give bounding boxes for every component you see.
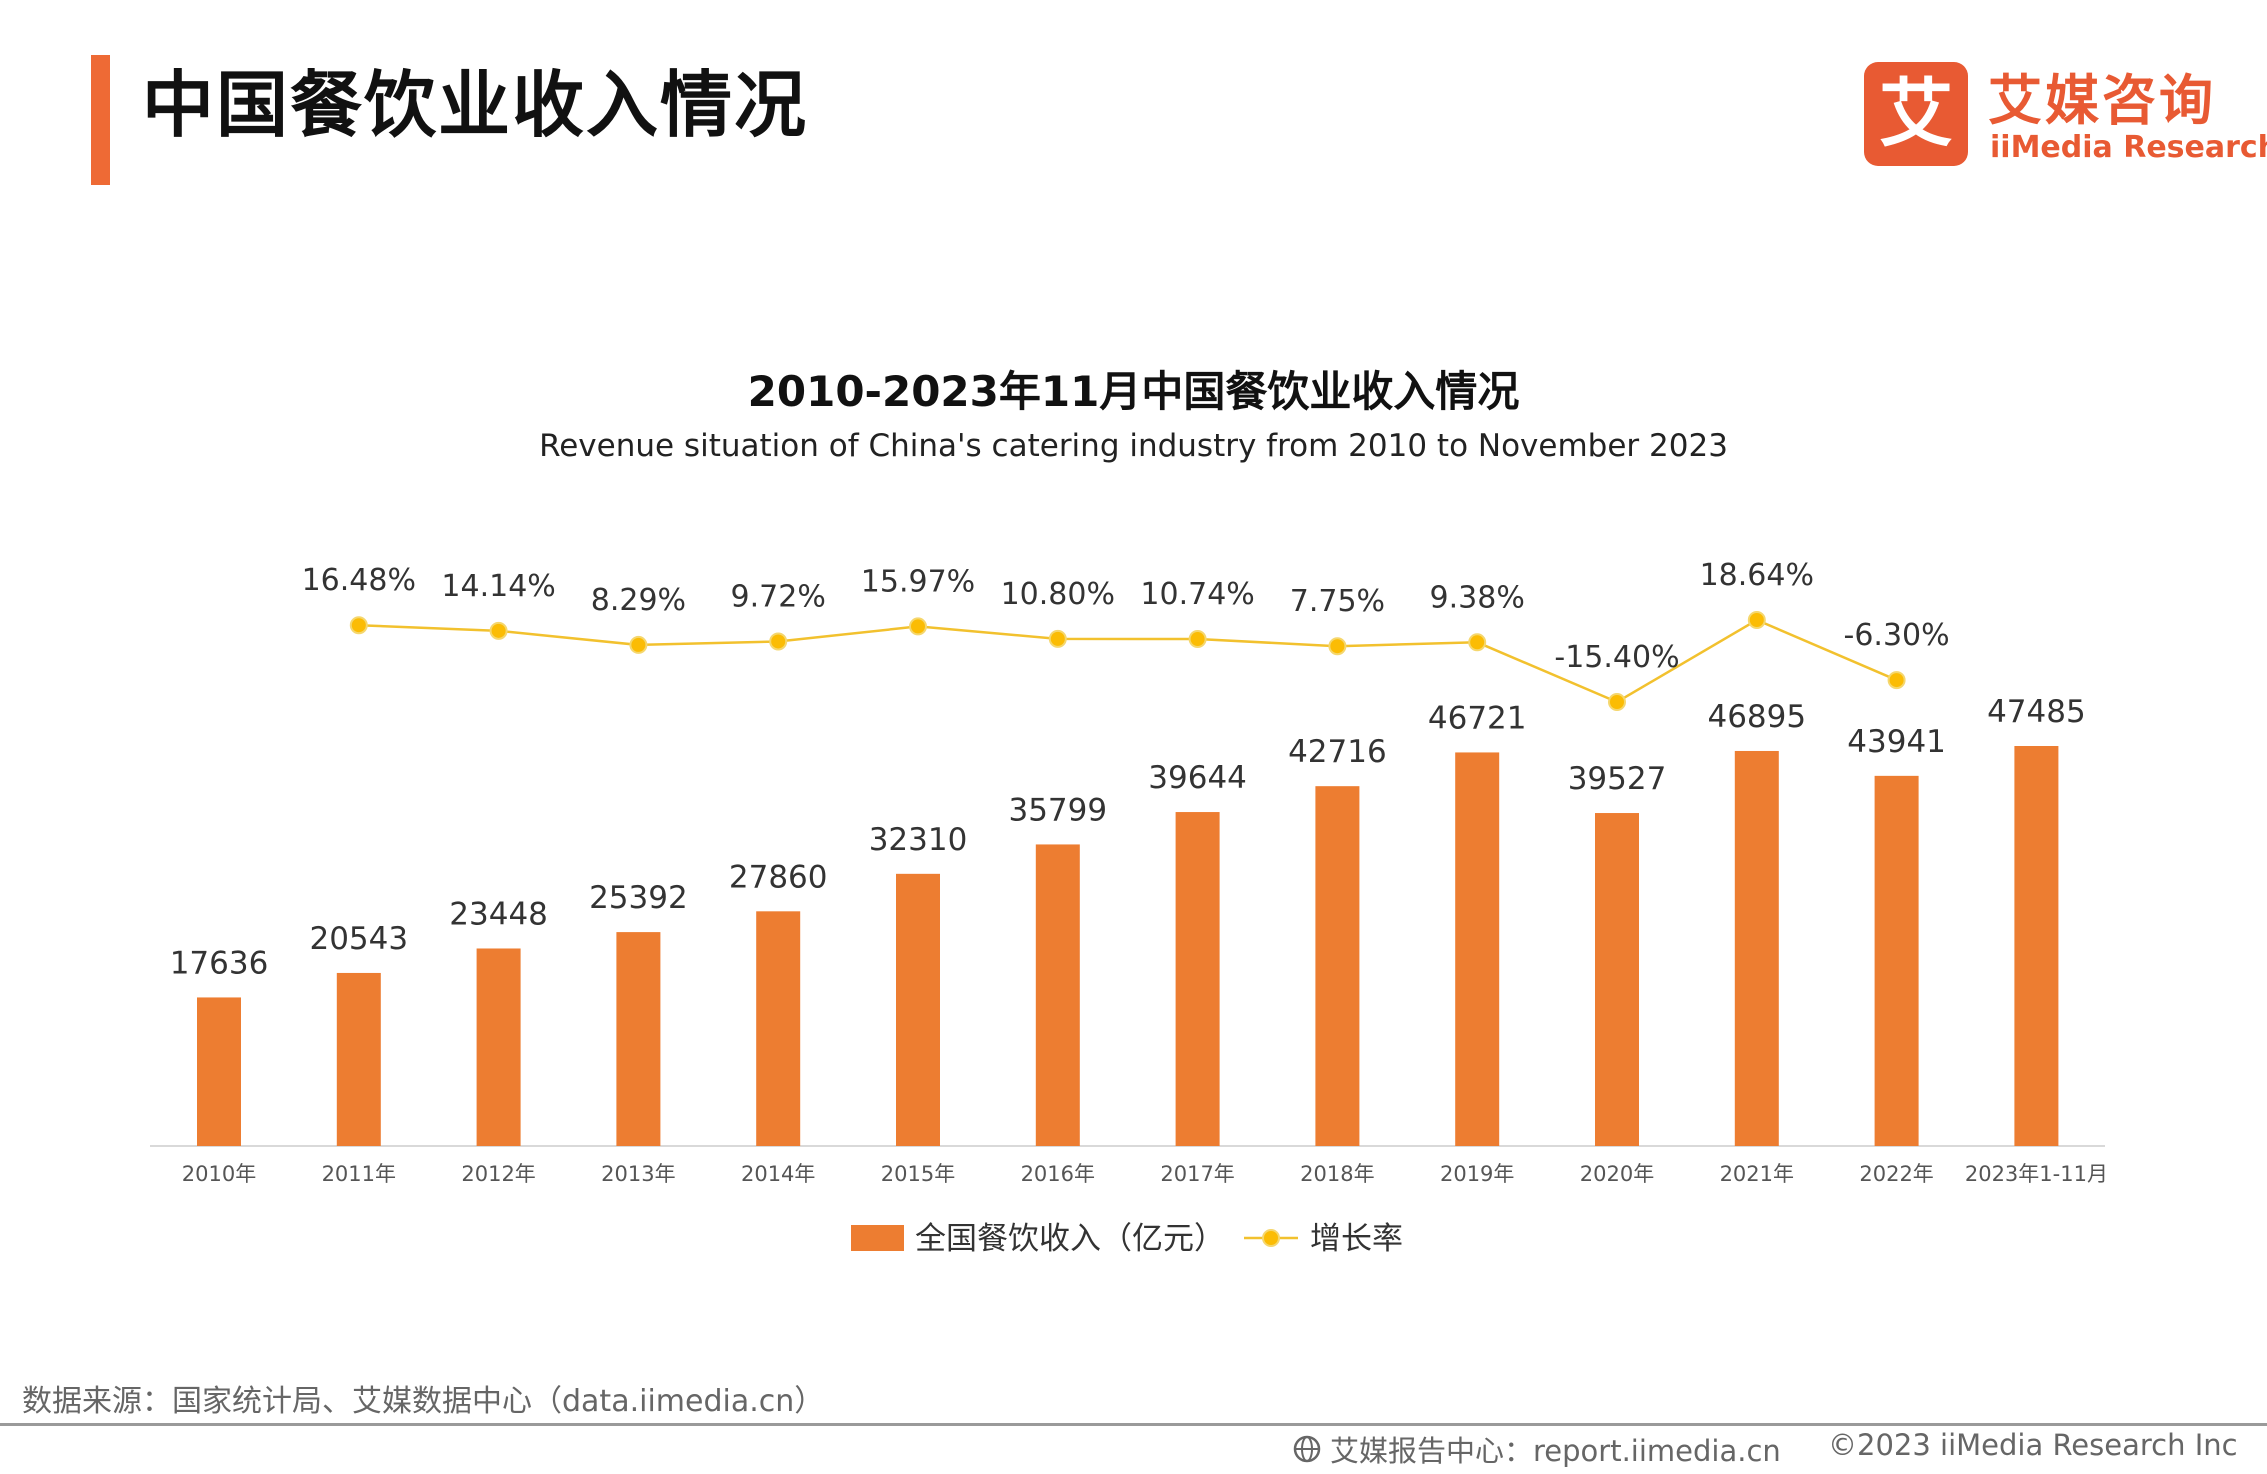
growth-point <box>1188 630 1207 649</box>
growth-value-label: 9.72% <box>731 579 826 614</box>
growth-point <box>1608 693 1626 711</box>
x-tick-label: 2019年 <box>1440 1162 1514 1186</box>
bar <box>896 873 940 1146</box>
growth-value-label: 10.74% <box>1140 577 1254 612</box>
growth-line <box>358 618 1898 704</box>
growth-point <box>909 617 927 636</box>
bar <box>756 911 801 1146</box>
bar <box>336 972 381 1146</box>
bar <box>1595 813 1639 1146</box>
chart-subtitle: Revenue situation of China's catering in… <box>539 428 1728 464</box>
chart-title: 2010-2023年11月中国餐饮业收入情况 <box>747 367 1520 416</box>
x-tick-label: 2013年 <box>601 1162 675 1186</box>
bar <box>616 932 661 1146</box>
growth-point <box>629 635 648 654</box>
growth-point <box>1887 671 1906 690</box>
x-tick-label: 2018年 <box>1300 1162 1374 1186</box>
bar-value-label: 46895 <box>1707 699 1806 735</box>
x-tick-label: 2022年 <box>1859 1162 1933 1186</box>
bar <box>197 997 241 1146</box>
bar-value-label: 35799 <box>1008 792 1107 828</box>
bar-value-label: 39527 <box>1568 761 1667 797</box>
growth-point <box>1468 633 1487 652</box>
bar <box>1734 750 1779 1146</box>
growth-point <box>349 616 368 635</box>
footer-report: 艾媒报告中心：report.iimedia.cn <box>1292 1428 1781 1470</box>
growth-value-label: 10.80% <box>1001 577 1115 612</box>
growth-value-label: 18.64% <box>1700 558 1814 593</box>
growth-point <box>1747 611 1766 629</box>
legend-line-marker <box>1262 1229 1280 1247</box>
bar <box>1315 786 1360 1146</box>
x-tick-label: 2021年 <box>1720 1162 1794 1186</box>
x-tick-label: 2023年1-11月 <box>1965 1162 2108 1186</box>
legend-line-label: 增长率 <box>1310 1221 1403 1257</box>
growth-point <box>1048 629 1067 648</box>
growth-value-label: 8.29% <box>591 583 686 618</box>
copyright: ©2023 iiMedia Research Inc <box>1828 1428 2238 1462</box>
bar-value-label: 46721 <box>1428 700 1527 736</box>
logo-mark: 艾 <box>1864 62 1968 166</box>
bar-value-label: 23448 <box>449 896 548 932</box>
bar-value-label: 27860 <box>729 859 828 895</box>
logo-mark-glyph: 艾 <box>1879 71 1953 157</box>
report-link[interactable]: 艾媒报告中心：report.iimedia.cn <box>1330 1434 1781 1468</box>
x-tick-label: 2017年 <box>1160 1162 1234 1186</box>
growth-value-label: -6.30% <box>1844 618 1950 653</box>
bar <box>1874 775 1919 1146</box>
growth-point <box>1328 637 1347 656</box>
x-tick-label: 2011年 <box>322 1162 396 1186</box>
growth-value-label: 16.48% <box>302 563 416 598</box>
bar-value-label: 39644 <box>1148 760 1247 796</box>
growth-point <box>489 621 508 640</box>
bar <box>1175 812 1220 1146</box>
bar <box>1455 752 1500 1146</box>
legend-bar-label: 全国餐饮收入（亿元） <box>915 1221 1225 1257</box>
bar <box>1035 844 1080 1146</box>
growth-value-label: 7.75% <box>1290 584 1385 619</box>
footer-divider <box>0 1423 2267 1426</box>
title-accent-bar <box>91 55 110 185</box>
x-tick-label: 2010年 <box>182 1162 256 1186</box>
growth-value-label: 14.14% <box>441 569 555 604</box>
bar-value-label: 17636 <box>170 945 269 981</box>
growth-point <box>769 632 788 651</box>
bar <box>2014 746 2059 1146</box>
bar-value-label: 42716 <box>1288 734 1387 770</box>
x-tick-label: 2012年 <box>461 1162 535 1186</box>
logo-cn-text: 艾媒咨询 <box>1988 69 2216 132</box>
x-tick-label: 2020年 <box>1580 1162 1654 1186</box>
chart: 17636 2010年 20543 2011年 23448 2012年 25392 2013年… <box>150 558 2108 1257</box>
bar-value-label: 25392 <box>589 880 688 916</box>
growth-value-label: 9.38% <box>1430 580 1525 615</box>
bar <box>476 948 521 1146</box>
bar-value-label: 47485 <box>1987 694 2086 730</box>
brand-logo: 艾 艾媒咨询 iiMedia Research <box>1864 62 2267 170</box>
x-tick-label: 2014年 <box>741 1162 815 1186</box>
logo-en-text: iiMedia Research <box>1990 130 2267 165</box>
x-tick-label: 2015年 <box>881 1162 955 1186</box>
data-source: 数据来源：国家统计局、艾媒数据中心（data.iimedia.cn） <box>22 1384 825 1419</box>
growth-value-label: 15.97% <box>861 564 975 599</box>
bar-value-label: 20543 <box>309 921 408 957</box>
x-tick-label: 2016年 <box>1021 1162 1095 1186</box>
legend-bar-swatch <box>851 1225 904 1251</box>
growth-value-label: -15.40% <box>1554 640 1679 675</box>
bar-value-label: 43941 <box>1847 724 1946 760</box>
bar-value-label: 32310 <box>869 822 968 858</box>
page-title: 中国餐饮业收入情况 <box>142 63 809 147</box>
globe-icon <box>1293 1435 1321 1463</box>
